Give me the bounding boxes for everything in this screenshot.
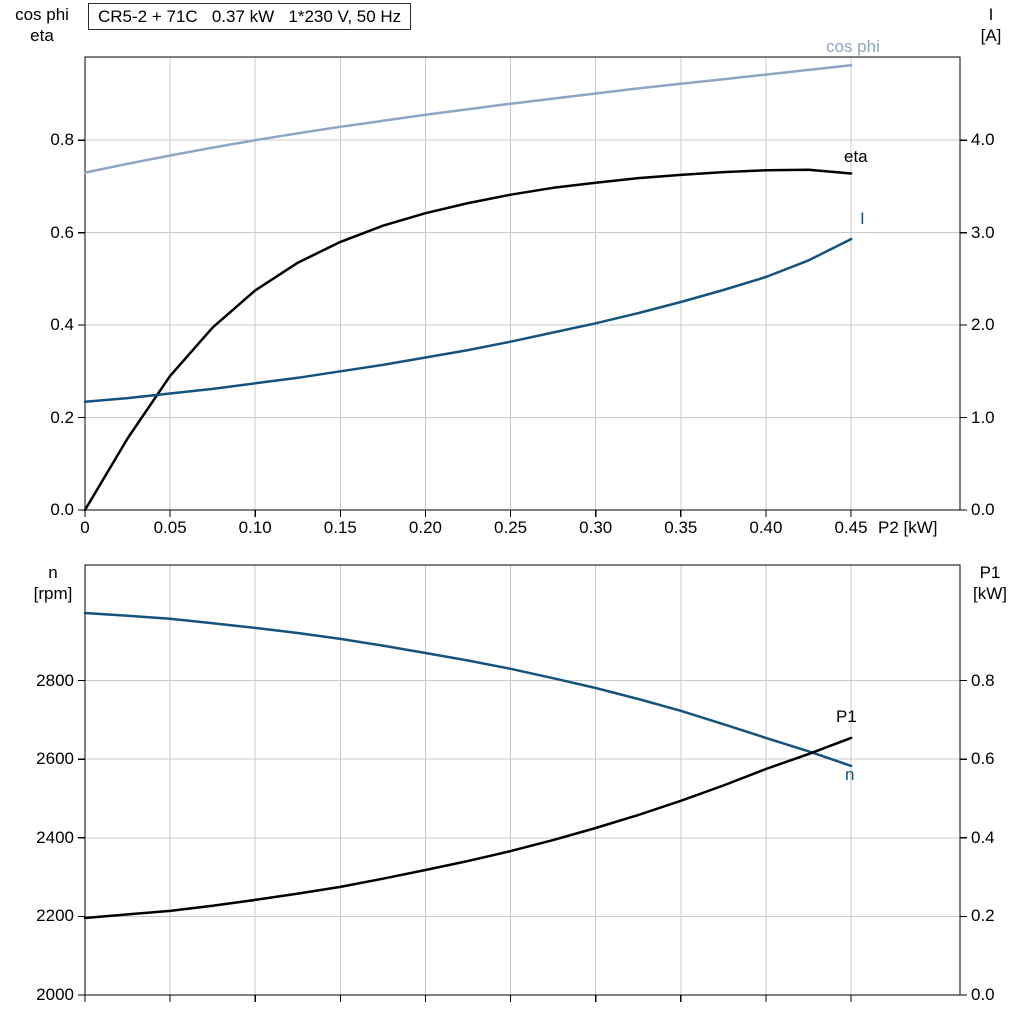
tick-label: 0.2	[50, 407, 74, 427]
cosphi-axis-text: cos phi	[15, 5, 69, 24]
tick-label: 0.15	[323, 518, 357, 537]
tick-label: 0.10	[238, 518, 272, 537]
y-axis-label-cosphi-eta: cos phi eta	[2, 4, 82, 46]
x-axis-label-p2: P2 [kW]	[878, 518, 938, 537]
cosphi-curve-label: cos phi	[826, 37, 880, 56]
chart-title-box: CR5-2 + 71C 0.37 kW 1*230 V, 50 Hz	[88, 3, 412, 30]
tick-label: 3.0	[971, 222, 995, 242]
tick-label: 4.0	[971, 130, 995, 150]
tick-label: 0.0	[50, 500, 74, 519]
tick-label: 0.0	[971, 985, 995, 1004]
tick-label: 0.6	[971, 749, 995, 769]
tick-label: 0.20	[408, 518, 442, 537]
tick-label: 0.40	[749, 518, 783, 537]
eta-curve-label: eta	[844, 147, 868, 166]
y-axis-label-speed: n [rpm]	[20, 562, 86, 604]
current-unit-text: [A]	[980, 26, 1002, 45]
tick-label: 0.25	[494, 518, 528, 537]
tick-label: 0.0	[971, 500, 995, 519]
tick-label: 2000	[36, 985, 74, 1004]
tick-label: 1.0	[971, 407, 995, 427]
tick-label: 0.8	[971, 670, 995, 690]
current-axis-text: I	[988, 5, 994, 24]
eta-axis-text: eta	[30, 26, 54, 45]
y-axis-label-current: I [A]	[960, 4, 1022, 46]
tick-label: 2600	[36, 749, 74, 769]
tick-label: 2400	[36, 827, 74, 847]
p1-axis-text: P1	[979, 563, 1001, 582]
speed-unit-text: [rpm]	[33, 584, 73, 603]
tick-label: 0.4	[971, 827, 995, 847]
tick-label: 0	[80, 518, 90, 537]
p1-curve-label: P1	[836, 707, 857, 726]
tick-label: 0.35	[664, 518, 698, 537]
tick-label: 0.6	[50, 222, 74, 242]
current-curve-label: I	[860, 209, 865, 228]
tick-label: 0.8	[50, 130, 74, 150]
p1-unit-text: [kW]	[973, 584, 1007, 603]
y-axis-label-p1: P1 [kW]	[957, 562, 1023, 604]
tick-label: 0.05	[153, 518, 187, 537]
n-curve-label: n	[845, 765, 855, 784]
tick-label: 0.2	[971, 906, 995, 926]
tick-label: 2.0	[971, 315, 995, 335]
tick-label: 0.30	[579, 518, 613, 537]
tick-label: 2200	[36, 906, 74, 926]
speed-axis-text: n	[48, 563, 58, 582]
tick-label: 2800	[36, 670, 74, 690]
tick-label: 0.45	[834, 518, 868, 537]
tick-label: 0.4	[50, 315, 74, 335]
